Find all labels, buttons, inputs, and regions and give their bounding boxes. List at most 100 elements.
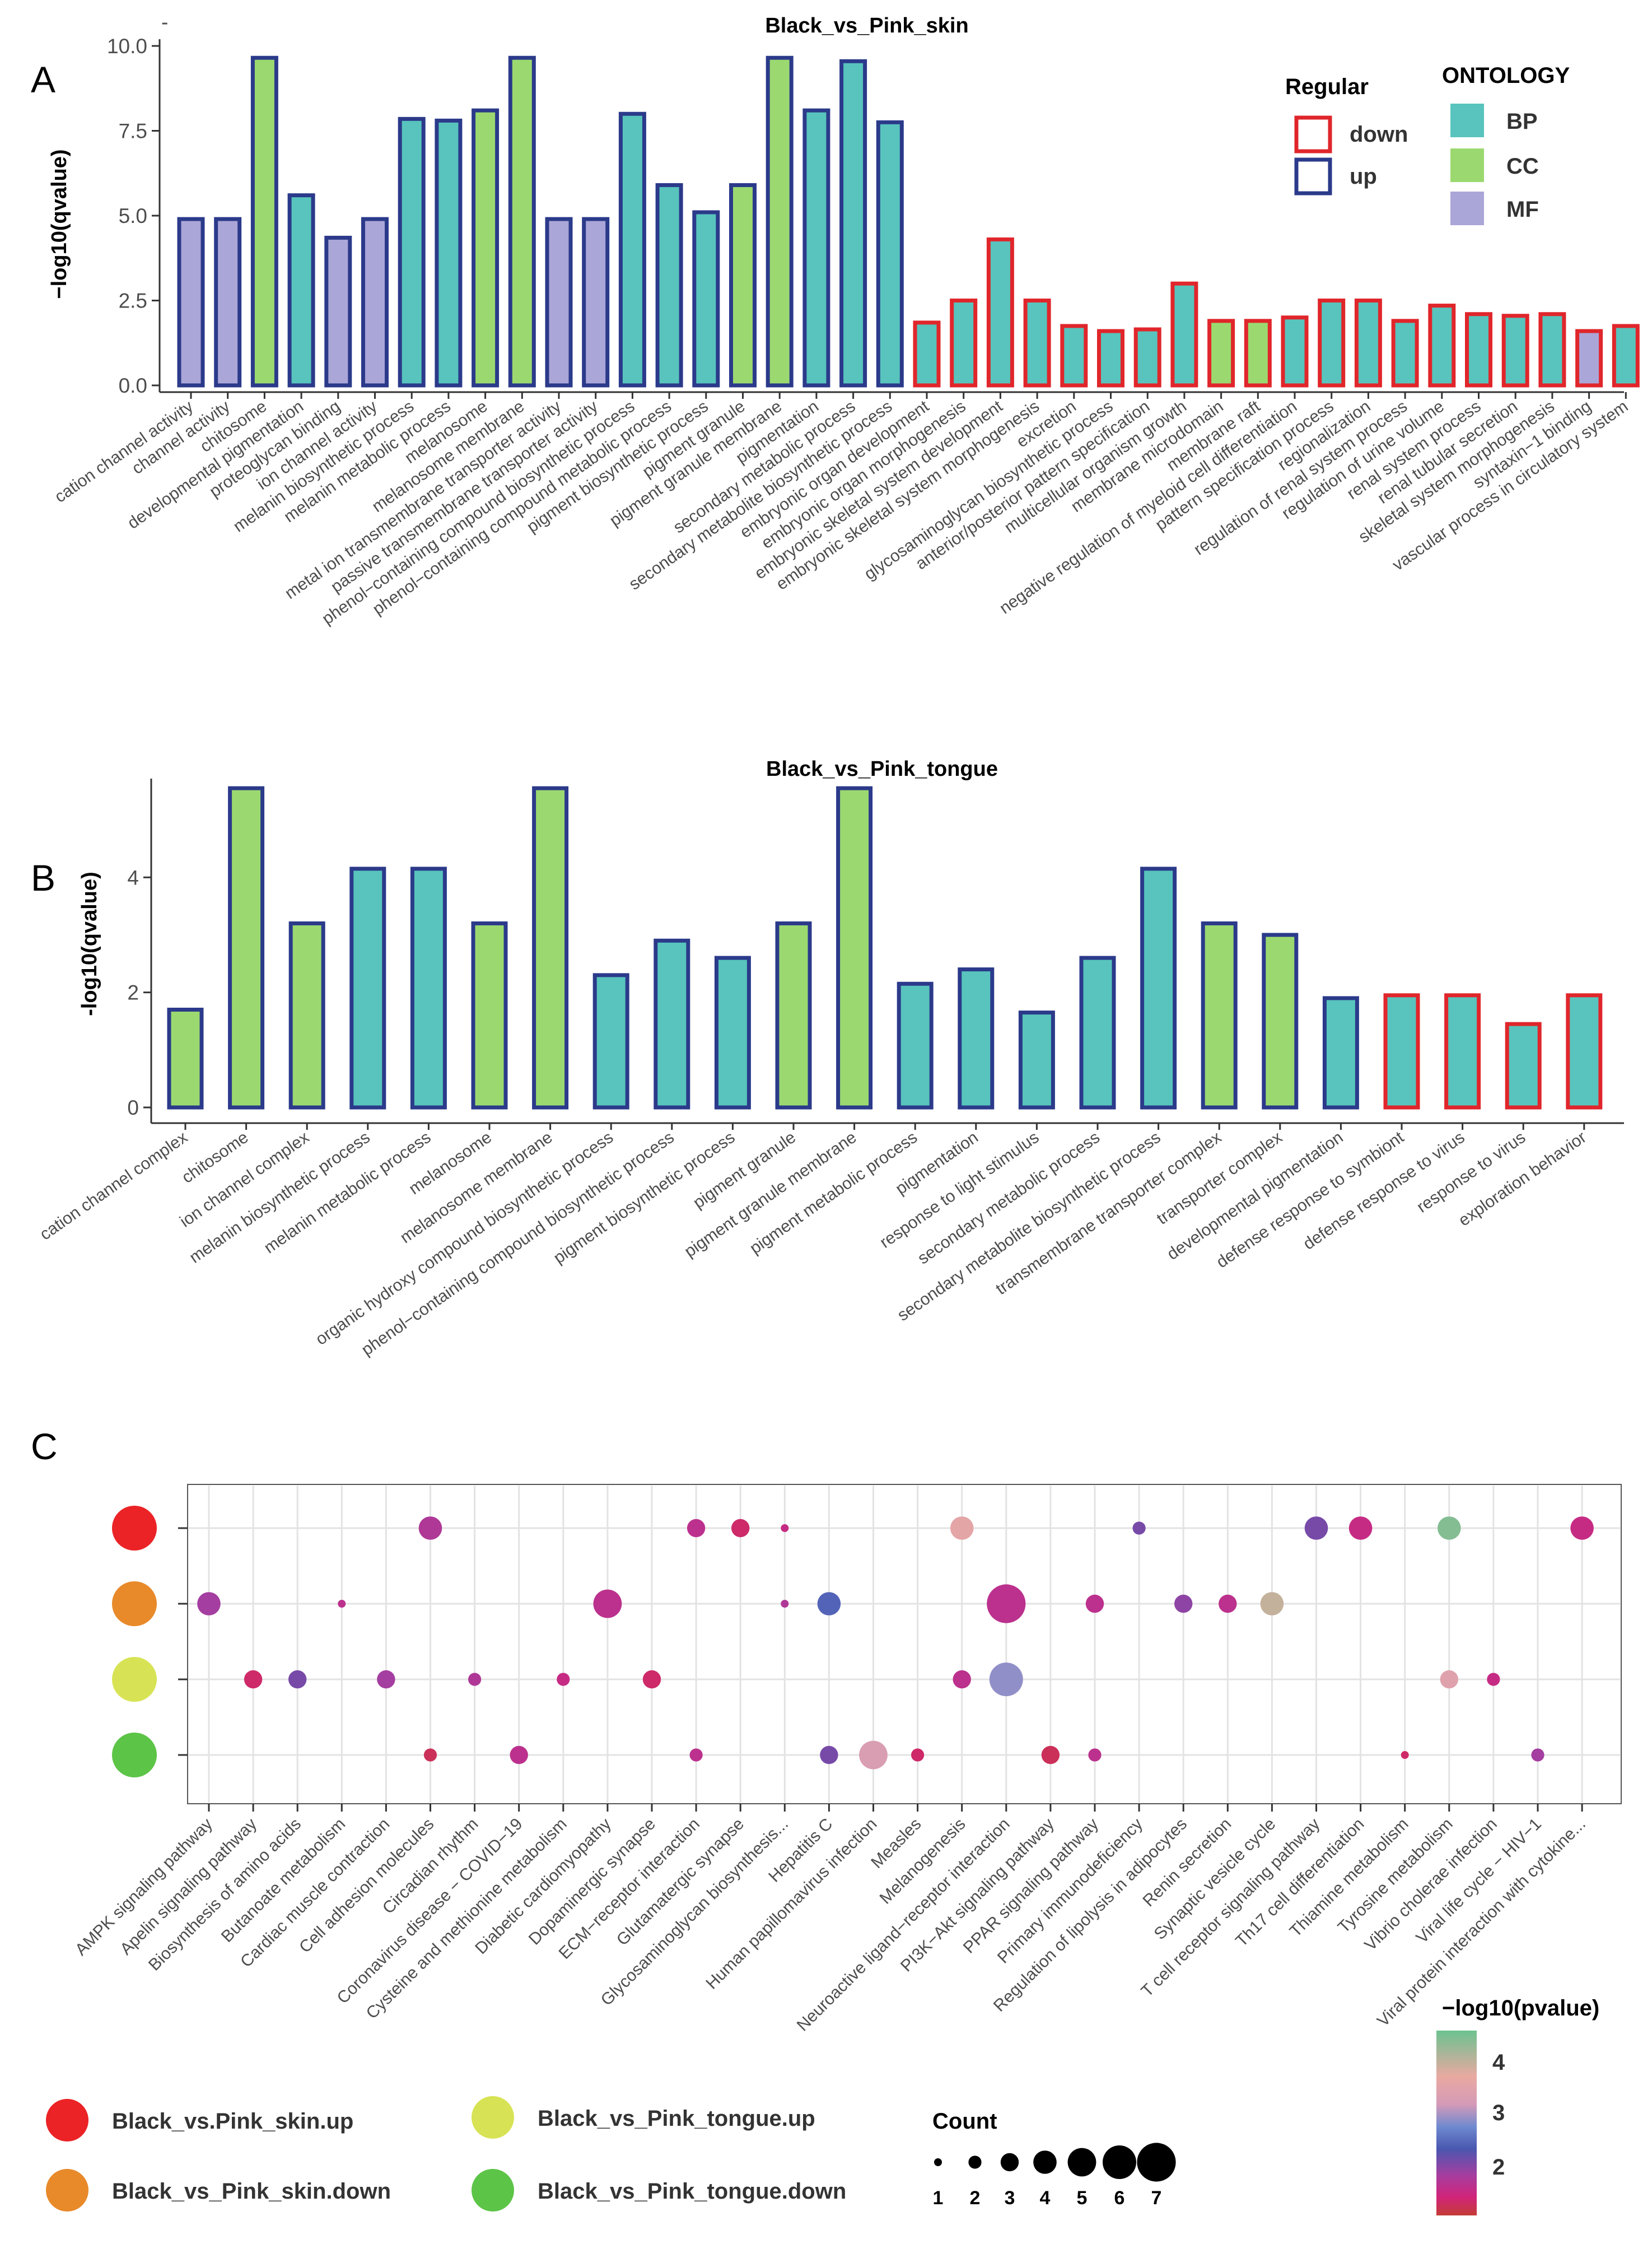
- bar: [1133, 327, 1161, 388]
- bar: [472, 108, 500, 388]
- bar: [1097, 329, 1124, 388]
- count-legend-dot: [1103, 2145, 1136, 2179]
- legend-skin-up-dot: [46, 2099, 88, 2141]
- legend-count: Count 1 2 3 4 5 6 7: [932, 2109, 1176, 2209]
- bubble: [820, 1745, 838, 1765]
- bar: [958, 967, 995, 1110]
- chart-b-bars: [167, 786, 1603, 1110]
- count-legend-value: 3: [1005, 2187, 1015, 2209]
- colorbar-legend: −log10(pvalue) 4 3 2: [1436, 1996, 1599, 2215]
- legend-bp-swatch: [1450, 104, 1484, 137]
- colorbar-tick-2: 2: [1492, 2155, 1505, 2180]
- bar: [839, 59, 867, 388]
- bubble: [1570, 1516, 1594, 1540]
- panel-label-b: B: [31, 857, 55, 898]
- chart-a-bars: [177, 55, 1640, 388]
- bar: [471, 921, 508, 1110]
- chart-c-points: [197, 1516, 1594, 1770]
- bubble: [987, 1584, 1026, 1623]
- bar: [435, 118, 463, 388]
- ytick-label: 0.0: [119, 374, 147, 397]
- chart-c-grid: [189, 1486, 1620, 1803]
- legend-a: Regular down up ONTOLOGY BP CC MF: [1285, 63, 1570, 225]
- bubble: [468, 1673, 482, 1686]
- bar: [913, 320, 941, 388]
- bar: [1023, 299, 1051, 388]
- colorbar-title: −log10(pvalue): [1442, 1996, 1599, 2020]
- bar: [1170, 281, 1198, 388]
- bubble: [689, 1748, 703, 1762]
- chart-a-yaxis: 0.0 2.5 5.0 7.5 10.0: [107, 35, 160, 397]
- bubble: [1438, 1516, 1461, 1540]
- bar: [1322, 996, 1359, 1110]
- legend-up-label: up: [1350, 164, 1377, 189]
- bar: [1262, 933, 1299, 1110]
- bar: [655, 183, 683, 388]
- bar: [1391, 319, 1419, 388]
- count-legend-dot: [934, 2158, 942, 2166]
- count-legend-value: 5: [1077, 2187, 1088, 2209]
- chart-b-yaxis: 0 2 4: [127, 866, 151, 1119]
- bar: [167, 1007, 204, 1110]
- bar: [361, 217, 389, 388]
- count-legend-value: 1: [933, 2187, 944, 2209]
- bar: [287, 193, 315, 388]
- bar: [410, 867, 447, 1110]
- bubble: [1085, 1594, 1104, 1613]
- bar: [214, 217, 242, 388]
- chart-a-ylabel: −log10(qvalue): [48, 149, 71, 299]
- bar: [876, 120, 904, 388]
- xtick-label: pigment granule: [690, 1128, 799, 1212]
- count-legend-value: 6: [1114, 2187, 1125, 2209]
- bar: [532, 786, 569, 1110]
- bar: [1566, 993, 1603, 1110]
- bar: [1060, 324, 1088, 388]
- xtick-label: cation channel complex: [36, 1128, 191, 1244]
- bubble: [642, 1670, 661, 1689]
- bubble: [377, 1670, 395, 1689]
- panel-b: Black_vs_Pink_tongue -log10(qvalue) 024 …: [36, 757, 1624, 1360]
- panel-a: Black_vs_Pink_skin −log10(qvalue) 0.0 2.5…: [48, 14, 1640, 628]
- bubble: [593, 1589, 622, 1618]
- bar: [654, 938, 690, 1110]
- bubble: [197, 1592, 221, 1616]
- bar: [766, 55, 794, 388]
- bubble: [1440, 1670, 1458, 1689]
- bubble: [1401, 1751, 1409, 1759]
- bubble: [1219, 1594, 1237, 1613]
- bar: [897, 981, 934, 1110]
- legend-up-swatch: [1294, 157, 1332, 195]
- count-legend-title: Count: [932, 2109, 997, 2134]
- bubble: [911, 1748, 925, 1762]
- bar: [729, 183, 757, 388]
- panel-label-c: C: [31, 1426, 58, 1467]
- count-legend-dots: 1 2 3 4 5 6 7: [933, 2143, 1176, 2209]
- bar: [1383, 993, 1420, 1110]
- bubble: [1531, 1748, 1544, 1762]
- legend-cc-swatch: [1450, 148, 1484, 182]
- bubble: [1304, 1516, 1328, 1540]
- legend-tongue-down-label: Black_vs_Pink_tongue.down: [538, 2179, 846, 2204]
- bar: [1140, 867, 1177, 1110]
- bar: [177, 217, 205, 388]
- bar: [618, 111, 646, 388]
- bubble: [338, 1600, 346, 1608]
- bar: [836, 786, 873, 1110]
- bar: [692, 210, 720, 388]
- bubble: [817, 1592, 841, 1616]
- legend-skin-down-label: Black_vs_Pink_skin.down: [112, 2179, 391, 2204]
- bar: [288, 921, 325, 1110]
- legend-ontology-title: ONTOLOGY: [1442, 63, 1570, 88]
- ytick-label: 2.5: [119, 290, 147, 313]
- ytick-label: 7.5: [119, 120, 147, 143]
- row-key-dot: [112, 1581, 157, 1626]
- bubble: [418, 1516, 442, 1540]
- bar: [1079, 956, 1116, 1110]
- bubble: [950, 1516, 974, 1540]
- bubble: [288, 1670, 307, 1689]
- legend-tongue-down-dot: [472, 2169, 514, 2212]
- colorbar-tick-3: 3: [1492, 2101, 1505, 2125]
- bar: [1428, 304, 1456, 388]
- bubble: [244, 1670, 263, 1689]
